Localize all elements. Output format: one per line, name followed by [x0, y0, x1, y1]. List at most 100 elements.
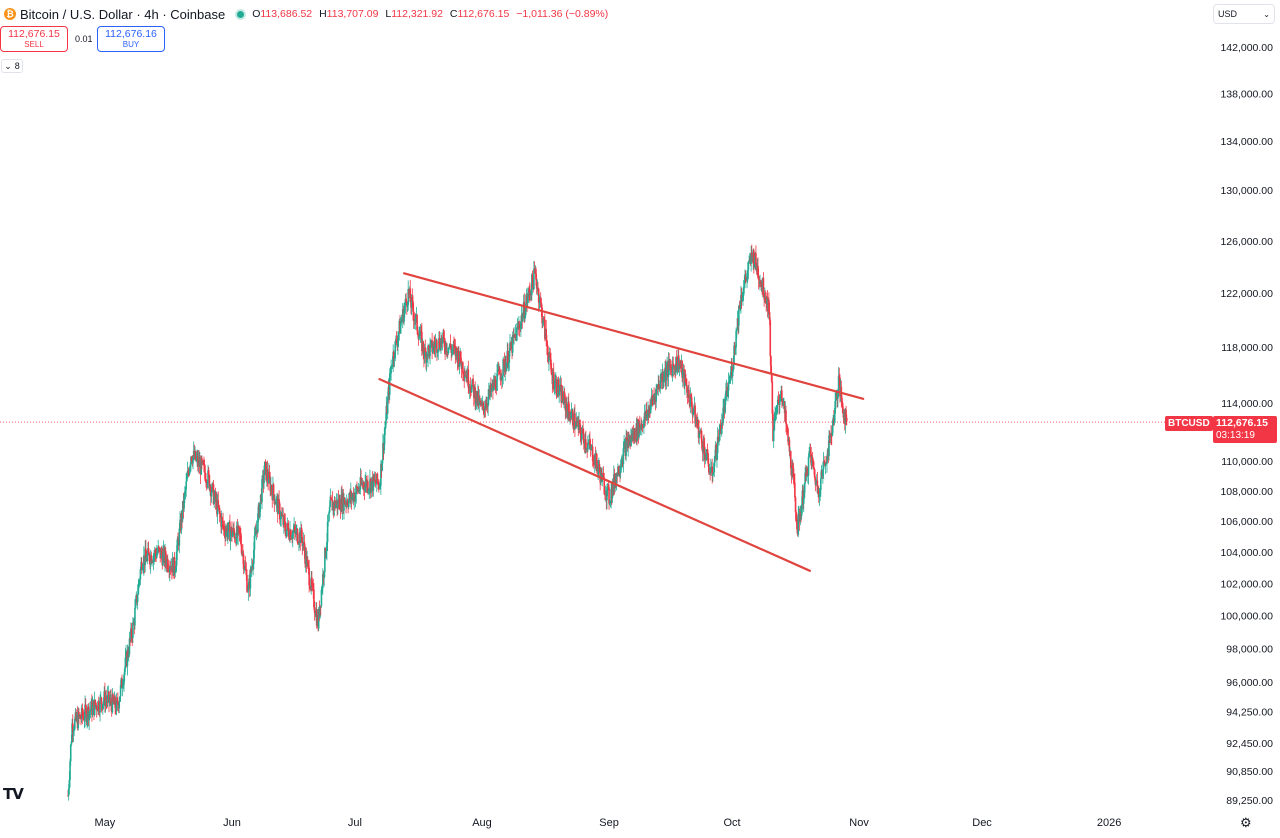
candle-body [405, 298, 407, 302]
candle-body [742, 295, 744, 298]
candle-body [71, 723, 74, 733]
candle-body [478, 398, 481, 406]
y-tick-label: 96,000.00 [1226, 677, 1273, 689]
candle-body [448, 347, 450, 349]
candle-body [431, 349, 434, 353]
candle-body [356, 486, 358, 489]
candle-body [386, 396, 389, 414]
candle-body [685, 382, 688, 386]
candle-body [406, 305, 409, 307]
candle-body [462, 362, 464, 374]
candle-body [208, 475, 211, 490]
candle-body [625, 438, 627, 456]
candle-body [254, 533, 256, 536]
candle-body [183, 495, 185, 509]
candle-body [558, 391, 560, 394]
candle-body [755, 253, 757, 265]
candle-body [287, 523, 289, 529]
candle-body [395, 338, 398, 343]
candle-body [130, 628, 133, 638]
candle-body [88, 711, 90, 721]
candle-body [826, 462, 828, 464]
candle-body [686, 385, 688, 393]
indicators-toggle-button[interactable]: ⌄ 8 [1, 59, 23, 73]
candle-body [816, 480, 819, 493]
candle-body [812, 460, 815, 468]
candle-body [329, 496, 332, 507]
candle-body [157, 546, 159, 553]
candle-body [242, 554, 245, 569]
candle-body [650, 396, 653, 406]
currency-selector[interactable]: USD ⌄ [1213, 4, 1275, 24]
spread-value: 0.01 [75, 34, 93, 44]
candle-body [553, 388, 556, 390]
candle-body [663, 377, 666, 380]
symbol-title[interactable]: Bitcoin / U.S. Dollar · 4h · Coinbase [20, 6, 226, 22]
candle-body [381, 460, 384, 471]
candle-body [602, 474, 605, 478]
candle-body [690, 397, 693, 407]
lower-trendline[interactable] [378, 378, 811, 572]
candle-body [775, 407, 778, 415]
x-tick-label: May [94, 817, 115, 829]
candle-body [192, 456, 194, 464]
candle-body [181, 500, 184, 520]
candle-body [174, 570, 177, 573]
candle-body [474, 387, 476, 405]
candle-body [358, 489, 361, 491]
candle-body [732, 362, 735, 371]
candle-body [789, 451, 792, 469]
candle-body [111, 694, 114, 713]
y-tick-label: 114,000.00 [1221, 398, 1273, 410]
candle-body [564, 397, 567, 411]
candle-body [284, 521, 287, 532]
candle-body [703, 441, 705, 447]
candle-body [307, 562, 310, 568]
candle-body [134, 607, 136, 626]
candle-body [671, 364, 674, 376]
candle-body [246, 575, 248, 592]
candle-body [298, 542, 300, 544]
candle-body [720, 422, 723, 434]
candle-body [268, 472, 271, 478]
candle-body [319, 605, 322, 607]
tradingview-logo[interactable]: TV [3, 785, 24, 803]
candle-body [485, 404, 488, 407]
candle-body [770, 356, 772, 373]
candle-body [121, 686, 124, 688]
buy-button[interactable]: 112,676.16 BUY [97, 26, 165, 52]
candle-body [93, 699, 96, 715]
candle-body [383, 435, 386, 451]
candle-body [578, 420, 581, 425]
candle-body [312, 585, 315, 590]
candle-body [607, 485, 610, 488]
candle-body [550, 359, 552, 370]
candle-body [167, 569, 170, 570]
candle-body [469, 386, 472, 391]
candle-body [702, 441, 705, 453]
candle-body [467, 369, 470, 388]
candle-body [190, 456, 193, 461]
candle-body [713, 462, 716, 473]
candle-body [690, 394, 692, 398]
candle-body [223, 527, 226, 534]
candle-body [441, 338, 444, 344]
settings-icon[interactable]: ⚙ [1240, 815, 1252, 830]
candle-body [119, 684, 122, 697]
candle-body [184, 489, 187, 492]
candle-body [419, 335, 421, 337]
y-tick-label: 134,000.00 [1220, 136, 1273, 148]
candle-body [453, 344, 455, 347]
upper-trendline[interactable] [403, 272, 865, 400]
candle-body [665, 369, 668, 381]
sell-button[interactable]: 112,676.15 SELL [0, 26, 68, 52]
candle-body [527, 289, 530, 298]
candle-body [787, 428, 789, 443]
candle-body [121, 678, 123, 688]
candle-body [803, 483, 806, 498]
candle-body [792, 468, 795, 476]
candle-body [589, 440, 591, 446]
candle-body [549, 352, 552, 360]
candle-body [82, 716, 85, 720]
